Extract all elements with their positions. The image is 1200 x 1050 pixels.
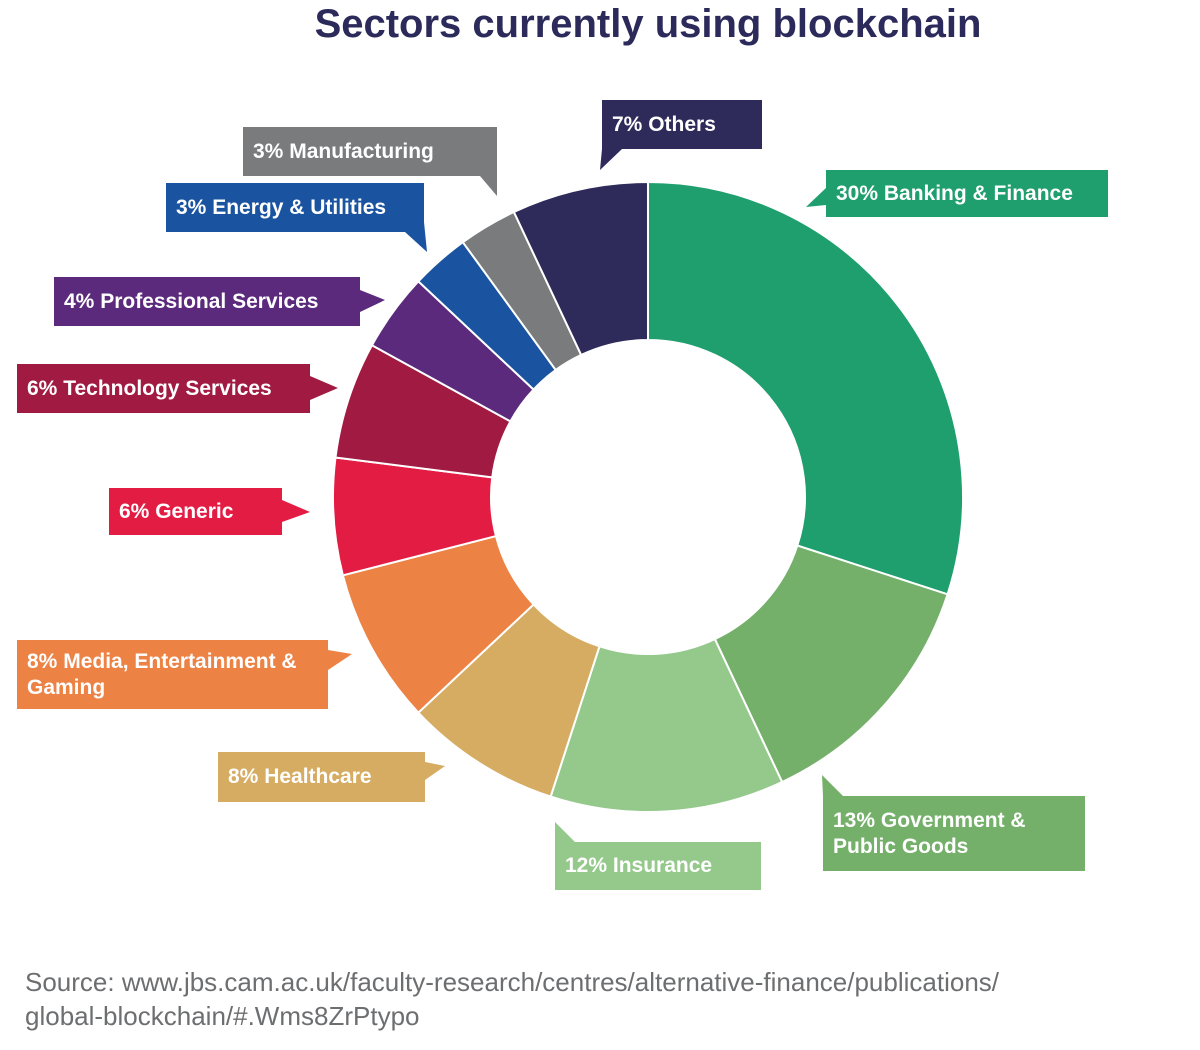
- slice-label: 12% Insurance: [555, 842, 761, 890]
- label-text: 3% Energy & Utilities: [176, 195, 386, 221]
- label-pointer: [480, 176, 497, 196]
- label-text: 4% Professional Services: [64, 289, 319, 315]
- slice-label: 30% Banking & Finance: [826, 170, 1108, 217]
- label-part: Technology Services: [63, 376, 272, 400]
- label-part: Generic: [155, 499, 234, 523]
- slice-label: 3% Energy & Utilities: [166, 183, 424, 232]
- label-pointer: [328, 650, 352, 670]
- slice-label: 8% Media, Entertainment & Gaming: [17, 640, 328, 709]
- chart-title: Sectors currently using blockchain: [314, 2, 982, 46]
- label-pointer: [822, 775, 843, 796]
- donut-slice: [647, 180, 964, 596]
- label-part: 7%: [612, 112, 643, 136]
- source-note: Source: www.jbs.cam.ac.uk/faculty-resear…: [25, 965, 999, 1033]
- label-part: Healthcare: [264, 765, 372, 788]
- label-text: 13% Government & Public Goods: [833, 808, 1075, 860]
- source-line: global-blockchain/#.Wms8ZrPtypo: [25, 1001, 420, 1031]
- label-part: 13%: [833, 808, 876, 832]
- label-text: 6% Technology Services: [27, 376, 272, 402]
- label-pointer: [425, 762, 445, 780]
- label-part: 8%: [228, 765, 259, 788]
- label-text: 12% Insurance: [565, 853, 712, 879]
- label-part: Insurance: [612, 854, 713, 877]
- label-text: 3% Manufacturing: [253, 139, 434, 165]
- label-part: Others: [648, 112, 716, 136]
- label-text: 8% Healthcare: [228, 764, 372, 790]
- slice-label: 8% Healthcare: [218, 752, 425, 802]
- label-part: Manufacturing: [289, 139, 434, 163]
- slice-label: 7% Others: [602, 100, 762, 149]
- slice-label: 6% Technology Services: [17, 364, 310, 413]
- label-part: 4%: [64, 289, 95, 313]
- label-part: 8%: [27, 649, 58, 673]
- label-text: 30% Banking & Finance: [836, 181, 1073, 207]
- label-part: Professional Services: [100, 289, 319, 313]
- donut-slice: [713, 544, 949, 784]
- label-part: 30%: [836, 181, 879, 205]
- label-text: 8% Media, Entertainment & Gaming: [27, 649, 318, 701]
- label-part: 3%: [176, 195, 207, 219]
- slice-label: 6% Generic: [109, 488, 282, 535]
- label-pointer: [555, 822, 575, 842]
- label-part: 12%: [565, 854, 608, 877]
- label-text: 7% Others: [612, 112, 716, 138]
- label-pointer: [360, 290, 385, 312]
- label-pointer: [310, 376, 338, 400]
- slice-label: 4% Professional Services: [54, 277, 360, 326]
- donut-slice: [512, 180, 649, 357]
- label-pointer: [600, 149, 622, 170]
- slice-label: 13% Government & Public Goods: [823, 796, 1085, 871]
- label-part: 6%: [119, 499, 150, 523]
- label-part: 3%: [253, 139, 284, 163]
- label-part: Banking & Finance: [883, 181, 1073, 205]
- donut-slice: [549, 637, 784, 813]
- label-part: Government & Public Goods: [833, 808, 1026, 858]
- source-line: Source: www.jbs.cam.ac.uk/faculty-resear…: [25, 967, 999, 997]
- label-text: 6% Generic: [119, 499, 233, 525]
- label-pointer: [282, 500, 310, 522]
- label-pointer: [806, 188, 826, 207]
- label-part: 6%: [27, 376, 58, 400]
- label-part: Energy & Utilities: [212, 195, 387, 219]
- slice-label: 3% Manufacturing: [243, 127, 497, 176]
- label-part: Media, Entertainment & Gaming: [27, 649, 297, 699]
